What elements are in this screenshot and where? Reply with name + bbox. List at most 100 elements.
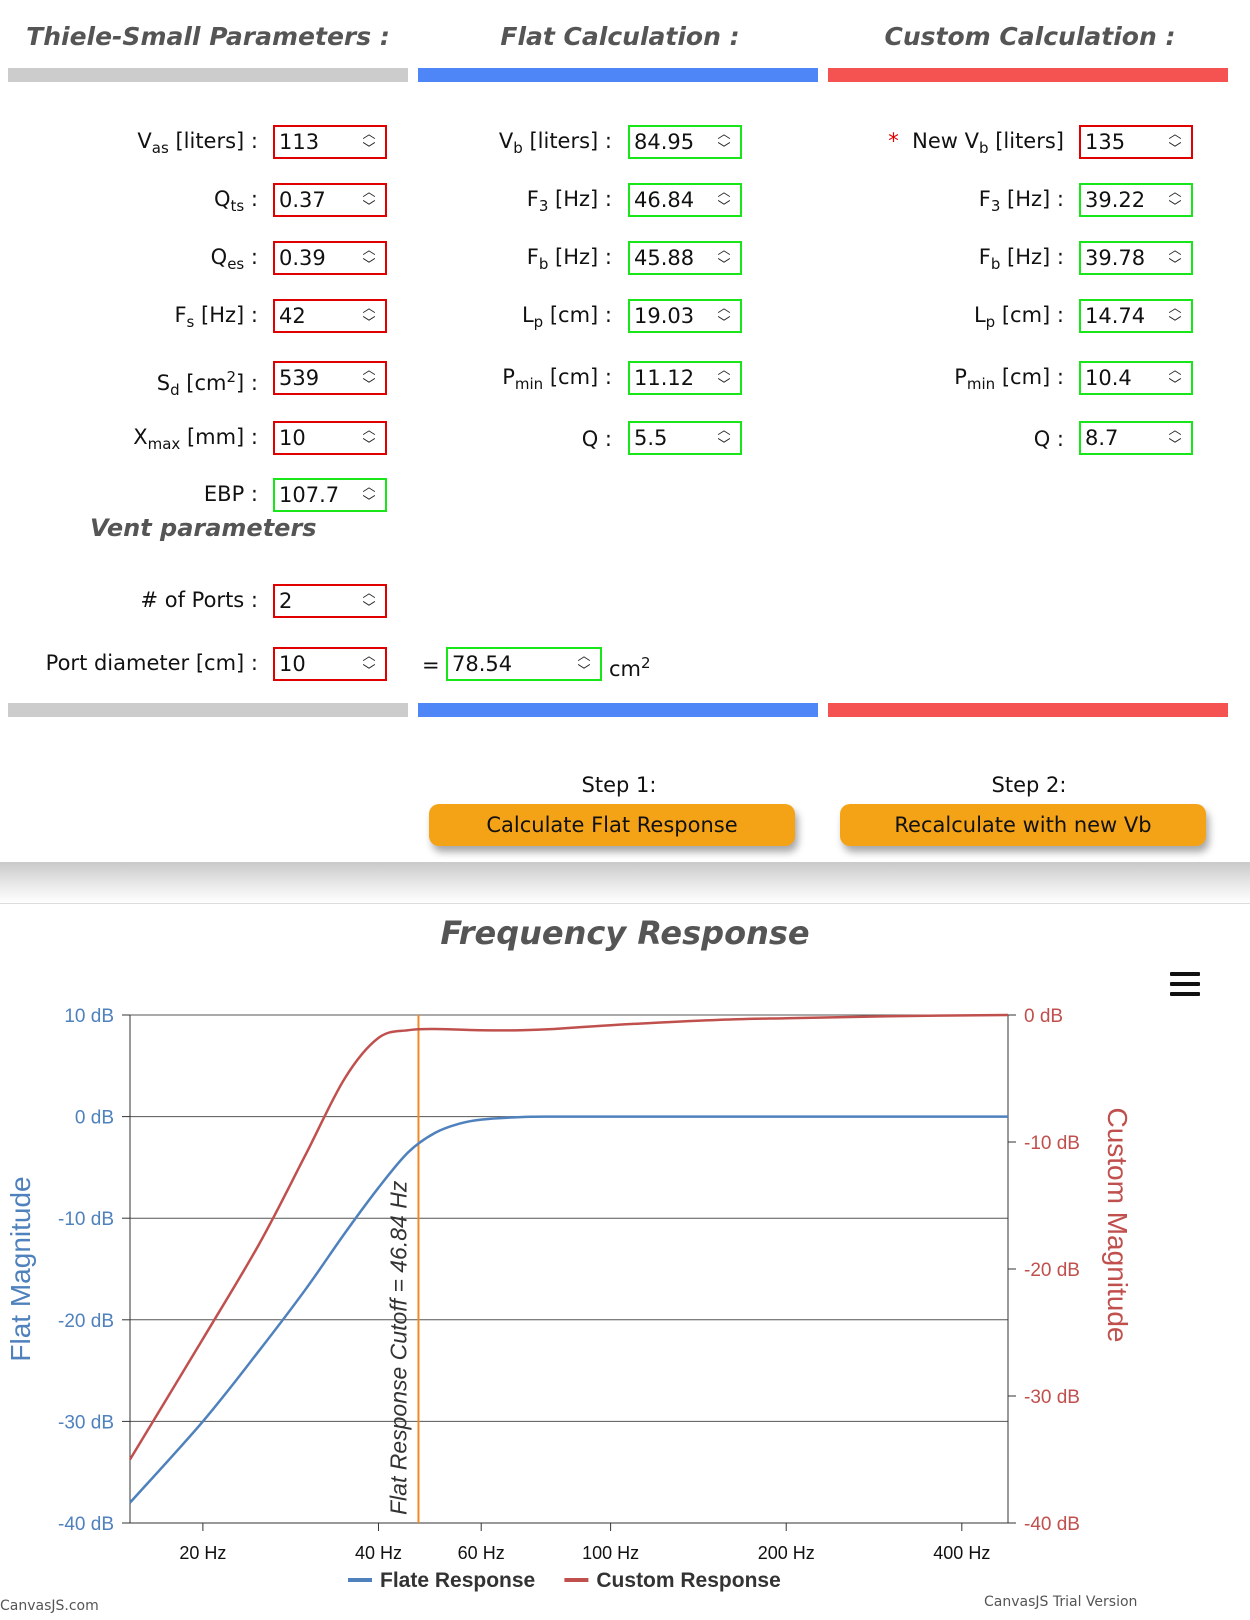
cutoff-label: Flat Response Cutoff = 46.84 Hz xyxy=(385,1180,411,1515)
custom-vb-input[interactable]: 135 ︿ ﹀ xyxy=(1079,125,1193,159)
port-area-unit: cm2 xyxy=(609,654,651,681)
ports-label: # of Ports : xyxy=(140,588,258,612)
flat-fb-output[interactable]: 45.88 ︿ ﹀ xyxy=(628,241,742,275)
custom-vb-label: New V xyxy=(912,129,979,153)
up-down-arrows-icon[interactable]: ︿ ﹀ xyxy=(717,243,731,273)
up-down-arrows-icon[interactable]: ︿ ﹀ xyxy=(717,185,731,215)
xmax-row: Xmax [mm] : xyxy=(133,425,258,454)
ebp-output[interactable]: 107.7 ︿ ﹀ xyxy=(273,478,387,512)
up-down-arrows-icon[interactable]: ︿ ﹀ xyxy=(362,243,376,273)
up-down-arrows-icon[interactable]: ︿ ﹀ xyxy=(1168,243,1182,273)
y-left-axis-title: Flat Magnitude xyxy=(5,1176,36,1361)
x-tick-label: 100 Hz xyxy=(582,1543,639,1563)
up-down-arrows-icon[interactable]: ︿ ﹀ xyxy=(362,586,376,616)
up-down-arrows-icon[interactable]: ︿ ﹀ xyxy=(1168,185,1182,215)
hamburger-menu-icon[interactable] xyxy=(1170,972,1200,1002)
up-down-arrows-icon[interactable]: ︿ ﹀ xyxy=(1168,301,1182,331)
flat-fb-row: Fb [Hz] : xyxy=(526,245,612,274)
ts-title: Thiele-Small Parameters : xyxy=(26,22,390,51)
qes-label: Q xyxy=(210,245,228,269)
flat-f3-output[interactable]: 46.84 ︿ ﹀ xyxy=(628,183,742,217)
fs-input[interactable]: 42 ︿ ﹀ xyxy=(273,299,387,333)
ports-input[interactable]: 2 ︿ ﹀ xyxy=(273,584,387,618)
custom-q-output[interactable]: 8.7 ︿ ﹀ xyxy=(1079,421,1193,455)
sd-label: S xyxy=(156,371,171,395)
custom-bottom-bar xyxy=(828,703,1228,717)
flat-pmin-row: Pmin [cm] : xyxy=(502,365,612,394)
port-area-output[interactable]: 78.54 ︿ ﹀ xyxy=(446,647,602,681)
xmax-input[interactable]: 10 ︿ ﹀ xyxy=(273,421,387,455)
up-down-arrows-icon[interactable]: ︿ ﹀ xyxy=(362,185,376,215)
custom-top-bar xyxy=(828,68,1228,82)
calculate-flat-button[interactable]: Calculate Flat Response xyxy=(429,804,795,846)
x-tick-label: 200 Hz xyxy=(758,1543,815,1563)
flat-top-bar xyxy=(418,68,818,82)
custom-f3-label: F xyxy=(978,187,991,211)
watermark-right: CanvasJS Trial Version xyxy=(984,1594,1138,1610)
custom-pmin-row: Pmin [cm] : xyxy=(954,365,1064,394)
x-tick-label: 20 Hz xyxy=(179,1543,226,1563)
y-left-tick-label: -20 dB xyxy=(58,1311,114,1332)
flat-q-output[interactable]: 5.5 ︿ ﹀ xyxy=(628,421,742,455)
custom-fb-label: F xyxy=(978,245,991,269)
flat-q-row: Q : xyxy=(420,422,612,458)
watermark-left: CanvasJS.com xyxy=(0,1598,99,1614)
frequency-response-chart: -40 dB -30 dB -20 dB -10 dB 0 dB 10 dB -40 dB -… xyxy=(5,1006,1133,1592)
fs-label: F xyxy=(174,303,187,327)
flat-vb-label: V xyxy=(498,129,514,153)
vas-label: V xyxy=(137,129,152,153)
equals-sign: = xyxy=(422,653,440,677)
flat-lp-row: Lp [cm] : xyxy=(521,303,612,332)
custom-f3-row: F3 [Hz] : xyxy=(978,187,1064,216)
qts-input[interactable]: 0.37 ︿ ﹀ xyxy=(273,183,387,217)
qes-input[interactable]: 0.39 ︿ ﹀ xyxy=(273,241,387,275)
custom-f3-output[interactable]: 39.22 ︿ ﹀ xyxy=(1079,183,1193,217)
required-star-icon: * xyxy=(888,129,899,153)
up-down-arrows-icon[interactable]: ︿ ﹀ xyxy=(717,423,731,453)
up-down-arrows-icon[interactable]: ︿ ﹀ xyxy=(577,649,591,679)
up-down-arrows-icon[interactable]: ︿ ﹀ xyxy=(362,649,376,679)
flat-lp-label: L xyxy=(521,303,534,327)
x-tick-label: 60 Hz xyxy=(458,1543,505,1563)
flat-pmin-output[interactable]: 11.12 ︿ ﹀ xyxy=(628,361,742,395)
y-right-tick-label: -40 dB xyxy=(1024,1514,1080,1535)
custom-fb-output[interactable]: 39.78 ︿ ﹀ xyxy=(1079,241,1193,275)
diameter-input[interactable]: 10 ︿ ﹀ xyxy=(273,647,387,681)
up-down-arrows-icon[interactable]: ︿ ﹀ xyxy=(717,363,731,393)
qts-label: Q xyxy=(214,187,231,211)
ebp-label: EBP : xyxy=(203,482,258,506)
vas-row: Vas [liters] : xyxy=(137,129,258,158)
up-down-arrows-icon[interactable]: ︿ ﹀ xyxy=(362,480,376,510)
fs-row: Fs [Hz] : xyxy=(174,303,258,332)
vas-input[interactable]: 113 ︿ ﹀ xyxy=(273,125,387,159)
custom-pmin-output[interactable]: 10.4 ︿ ﹀ xyxy=(1079,361,1193,395)
up-down-arrows-icon[interactable]: ︿ ﹀ xyxy=(1168,363,1182,393)
y-left-tick-label: 10 dB xyxy=(64,1006,114,1027)
y-right-tick-label: -10 dB xyxy=(1024,1133,1080,1154)
up-down-arrows-icon[interactable]: ︿ ﹀ xyxy=(362,127,376,157)
up-down-arrows-icon[interactable]: ︿ ﹀ xyxy=(717,301,731,331)
custom-fb-row: Fb [Hz] : xyxy=(978,245,1064,274)
custom-pmin-label: P xyxy=(954,365,967,389)
custom-lp-output[interactable]: 14.74 ︿ ﹀ xyxy=(1079,299,1193,333)
x-tick-label: 400 Hz xyxy=(933,1543,990,1563)
up-down-arrows-icon[interactable]: ︿ ﹀ xyxy=(362,301,376,331)
recalculate-button[interactable]: Recalculate with new Vb xyxy=(840,804,1206,846)
diameter-row: Port diameter [cm] : xyxy=(0,646,258,682)
chart-title: Frequency Response xyxy=(440,914,810,952)
qes-row: Qes : xyxy=(210,245,258,274)
y-right-tick-label: -30 dB xyxy=(1024,1387,1080,1408)
up-down-arrows-icon[interactable]: ︿ ﹀ xyxy=(717,127,731,157)
diameter-label: Port diameter [cm] : xyxy=(45,651,258,675)
up-down-arrows-icon[interactable]: ︿ ﹀ xyxy=(1168,423,1182,453)
up-down-arrows-icon[interactable]: ︿ ﹀ xyxy=(362,423,376,453)
custom-q-row: Q : xyxy=(860,422,1064,458)
flat-lp-output[interactable]: 19.03 ︿ ﹀ xyxy=(628,299,742,333)
vent-title: Vent parameters xyxy=(90,514,317,542)
sd-input[interactable]: 539 ︿ ﹀ xyxy=(273,361,387,395)
up-down-arrows-icon[interactable]: ︿ ﹀ xyxy=(362,363,376,393)
up-down-arrows-icon[interactable]: ︿ ﹀ xyxy=(1168,127,1182,157)
xmax-label: X xyxy=(133,425,148,449)
flat-vb-output[interactable]: 84.95 ︿ ﹀ xyxy=(628,125,742,159)
ports-row: # of Ports : xyxy=(0,583,258,619)
